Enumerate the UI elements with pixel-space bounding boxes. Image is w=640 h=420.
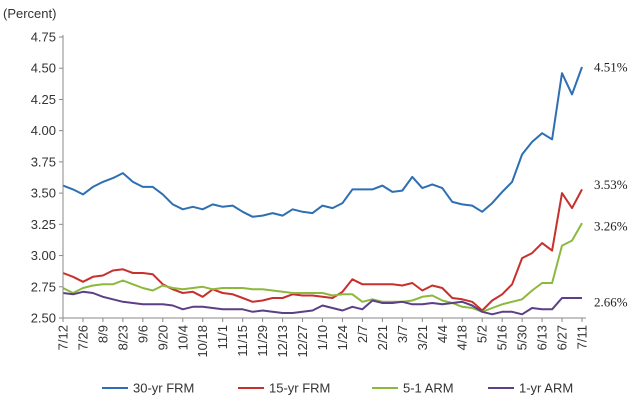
series-lines <box>62 66 583 316</box>
y-axis: 4.75 4.50 4.25 4.00 3.75 3.50 3.25 3.00 2.75 2.50 <box>31 30 63 326</box>
y-tick-label: 4.50 <box>31 61 56 76</box>
y-tick-label: 4.00 <box>31 123 56 138</box>
end-label: 2.66% <box>594 295 628 310</box>
x-tick-label: 10/4 <box>175 325 190 350</box>
x-tick-label: 2/7 <box>355 325 370 343</box>
x-axis: 7/12 7/26 8/9 8/23 9/6 9/20 10/4 10/18 11/1 11/15… <box>56 318 590 358</box>
x-tick-label: 4/4 <box>435 325 450 343</box>
end-value-labels: 4.51% 3.53% 3.26% 2.66% <box>594 59 628 309</box>
y-tick-label: 3.25 <box>31 217 56 232</box>
x-tick-label: 8/23 <box>115 325 130 350</box>
x-tick-label: 2/21 <box>375 325 390 350</box>
x-tick-label: 8/9 <box>95 325 110 343</box>
y-tick-label: 2.50 <box>31 311 56 326</box>
series-line-30-yr-frm <box>62 66 583 218</box>
x-tick-label: 5/2 <box>475 325 490 343</box>
legend-label: 30-yr FRM <box>133 381 194 396</box>
x-tick-label: 6/27 <box>555 325 570 350</box>
y-tick-label: 3.00 <box>31 248 56 263</box>
x-tick-label: 1/10 <box>315 325 330 350</box>
y-axis-unit-label: (Percent) <box>3 6 56 21</box>
legend-label: 5-1 ARM <box>403 381 454 396</box>
x-tick-label: 6/13 <box>535 325 550 350</box>
x-tick-label: 10/18 <box>195 325 210 358</box>
x-tick-label: 3/21 <box>415 325 430 350</box>
x-tick-label: 11/15 <box>235 325 250 357</box>
end-label: 4.51% <box>594 59 628 74</box>
series-line-5-1-arm <box>62 222 583 313</box>
x-tick-label: 11/1 <box>215 325 230 349</box>
x-tick-label: 9/20 <box>155 325 170 350</box>
x-tick-label: 5/16 <box>495 325 510 350</box>
y-tick-label: 3.75 <box>31 154 56 169</box>
x-tick-label: 11/29 <box>255 325 270 357</box>
x-tick-label: 12/27 <box>295 325 310 358</box>
x-tick-label: 7/11 <box>575 325 590 349</box>
x-tick-label: 1/24 <box>335 325 350 350</box>
x-tick-label: 7/12 <box>56 325 71 350</box>
end-label: 3.53% <box>594 177 628 192</box>
legend-label: 1-yr ARM <box>519 381 573 396</box>
legend: 30-yr FRM 15-yr FRM 5-1 ARM 1-yr ARM <box>102 381 573 396</box>
end-label: 3.26% <box>594 219 628 234</box>
series-line-1-yr-arm <box>62 290 582 316</box>
x-tick-label: 7/26 <box>75 325 90 350</box>
y-tick-label: 4.75 <box>31 30 56 45</box>
x-tick-label: 9/6 <box>135 325 150 343</box>
x-tick-label: 5/30 <box>515 325 530 350</box>
x-tick-label: 12/13 <box>275 325 290 358</box>
y-tick-label: 3.50 <box>31 186 56 201</box>
x-tick-label: 4/18 <box>455 325 470 350</box>
series-line-15-yr-frm <box>62 188 583 312</box>
legend-label: 15-yr FRM <box>269 381 330 396</box>
y-tick-label: 4.25 <box>31 92 56 107</box>
x-tick-label: 3/7 <box>395 325 410 343</box>
y-tick-label: 2.75 <box>31 279 56 294</box>
